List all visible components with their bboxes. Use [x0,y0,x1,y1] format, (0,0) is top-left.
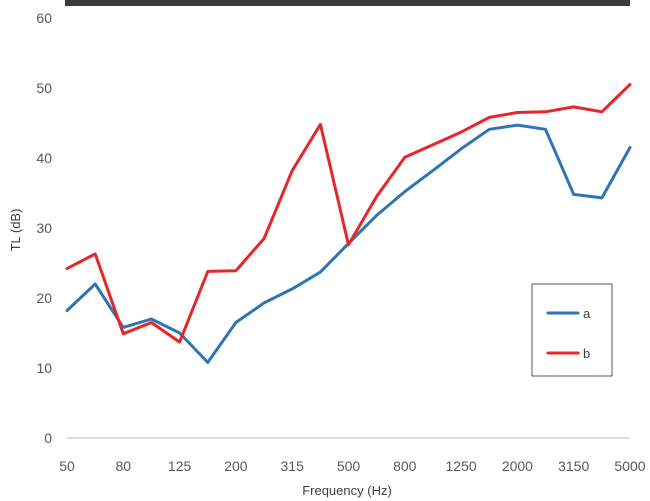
x-tick-label: 500 [337,458,361,474]
y-tick-label: 50 [36,80,52,96]
x-tick-label: 200 [224,458,248,474]
y-tick-label: 40 [36,150,52,166]
x-axis: 50 80 125 200 315 500 800 1250 2000 3150 5000 [59,458,646,474]
legend-label-a: a [583,306,591,321]
x-tick-label: 80 [116,458,132,474]
y-tick-label: 30 [36,220,52,236]
legend-box [531,283,613,377]
y-axis-title: TL (dB) [8,209,23,252]
x-tick-label: 125 [168,458,192,474]
x-tick-label: 2000 [502,458,533,474]
y-tick-label: 20 [36,290,52,306]
x-tick-label: 315 [281,458,305,474]
y-tick-label: 0 [44,430,52,446]
y-tick-label: 60 [36,10,52,26]
y-tick-label: 10 [36,360,52,376]
x-tick-label: 800 [393,458,417,474]
background-photo-strip [65,0,630,6]
legend: a b [531,283,613,377]
series-layer [65,83,632,364]
legend-label-b: b [583,346,590,361]
series-line-b [65,83,632,344]
x-tick-label: 50 [59,458,75,474]
x-tick-label: 5000 [614,458,645,474]
x-tick-label: 3150 [558,458,589,474]
x-axis-title: Frequency (Hz) [302,483,392,498]
y-axis: 0 10 20 30 40 50 60 [36,10,52,446]
x-tick-label: 1250 [446,458,477,474]
